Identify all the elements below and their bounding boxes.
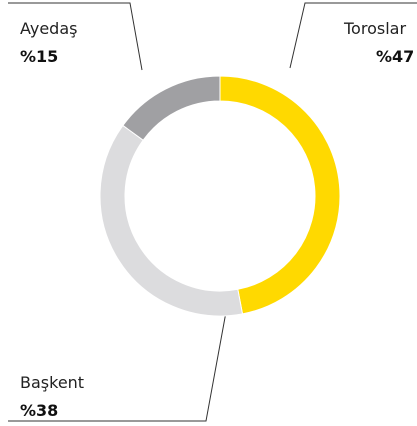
donut-segment xyxy=(99,124,244,317)
donut xyxy=(99,75,341,317)
label-name: Toroslar xyxy=(343,19,406,38)
label-value: %47 xyxy=(376,47,414,66)
leader-line xyxy=(289,2,417,69)
donut-segment xyxy=(219,75,341,315)
donut-segment xyxy=(122,75,221,141)
label-name: Başkent xyxy=(20,373,84,392)
label-value: %38 xyxy=(20,401,58,420)
label-name: Ayedaş xyxy=(20,19,77,38)
leader-line xyxy=(8,311,227,422)
leader-line xyxy=(8,2,143,71)
label-value: %15 xyxy=(20,47,58,66)
